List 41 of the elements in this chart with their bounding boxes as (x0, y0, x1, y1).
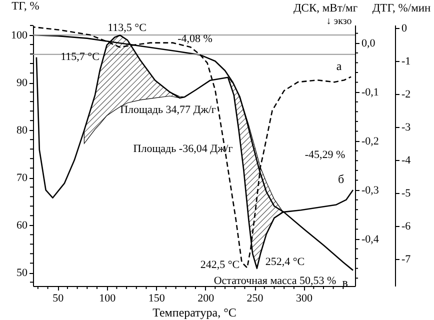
y3-tick-label: -2 (402, 88, 411, 100)
y2-tick-label: -0,2 (362, 136, 379, 148)
annotation: Площадь -36,04 Дж/г (133, 143, 234, 155)
x-tick-label: 100 (99, 292, 116, 304)
y-tick-label: 70 (16, 172, 28, 184)
y-tick-label: 80 (16, 124, 28, 137)
y-tick-label: 100 (11, 29, 28, 42)
y3-tick-label: -1 (402, 55, 411, 68)
annotation: 252,4 °C (265, 256, 305, 268)
annotation: Площадь 34,77 Дж/г (120, 104, 216, 116)
y2-tick-label: -0,4 (362, 233, 380, 246)
y-tick-label: 50 (16, 267, 28, 280)
y3-tick-label: -4 (402, 154, 412, 166)
x-tick-label: 250 (246, 292, 264, 304)
y2-tick-label: 0,0 (362, 38, 376, 50)
y3-axis-title: ДТГ, %/мин (372, 2, 431, 14)
annotation: -4,08 % (178, 33, 212, 45)
y2-tick-label: -0,3 (362, 184, 380, 197)
annotation: 113,5 °C (108, 22, 146, 34)
y-tick-label: 60 (16, 220, 28, 232)
y3-tick-label: -7 (402, 253, 412, 266)
x-tick-label: 200 (198, 292, 215, 304)
y3-tick-label: -6 (402, 220, 412, 232)
annotation: 115,7 °C (60, 51, 100, 63)
y3-tick-label: -3 (402, 121, 412, 134)
x-tick-label: 300 (296, 292, 314, 304)
x-axis-title: Температура, °C (152, 306, 236, 320)
y3-tick-label: 0 (402, 22, 408, 34)
x-tick-label: 150 (148, 292, 166, 304)
y-axis-title: ТГ, % (12, 0, 40, 12)
x-tick-label: 50 (52, 292, 64, 304)
annotation: ↓ экзо (326, 16, 352, 27)
series-label: а (336, 58, 342, 73)
annotation: Остаточная масса 50,53 % (214, 275, 336, 287)
y2-axis-title: ДСК, мВт/мг (293, 2, 358, 14)
series-label: б (338, 172, 344, 186)
annotation: -45,29 % (304, 149, 346, 161)
y3-tick-label: -5 (402, 187, 412, 200)
y2-tick-label: -0,1 (362, 86, 379, 99)
y-tick-label: 90 (16, 77, 28, 90)
annotation: 242,5 °C (200, 259, 240, 271)
